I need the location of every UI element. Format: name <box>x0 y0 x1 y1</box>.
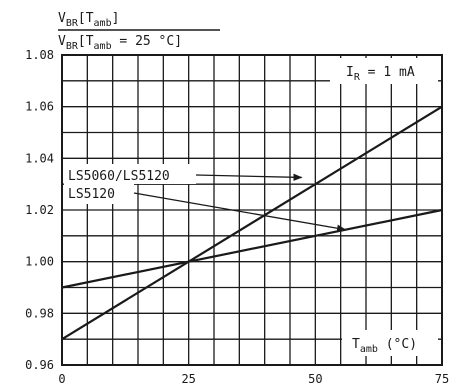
condition-rest: = 1 mA <box>360 65 415 80</box>
y-tick-label: 1.00 <box>25 255 54 269</box>
y-tick-label: 0.96 <box>25 358 54 372</box>
y-tick-label: 0.98 <box>25 306 54 320</box>
grid <box>62 55 442 365</box>
plot-frame <box>61 54 443 366</box>
svg-text:VBR[Tamb]: VBR[Tamb] <box>58 11 119 29</box>
series-label-ls5060-ls5120: LS5060/LS5120 <box>68 169 170 184</box>
ylabel-numerator-rest-sub: amb <box>94 18 112 29</box>
x-tick-label: 75 <box>435 372 449 386</box>
xlabel-sub: amb <box>360 344 378 355</box>
x-axis-label-background <box>342 330 438 356</box>
series-label-arrow-1 <box>133 192 347 232</box>
ylabel-denominator-sub: BR <box>66 41 79 52</box>
condition-main: I <box>346 65 354 80</box>
svg-text:VBR[Tamb = 25 °C]: VBR[Tamb = 25 °C] <box>58 34 182 52</box>
series-label-background-1 <box>64 184 134 204</box>
x-axis-ticks: 0 25 50 75 <box>58 372 449 386</box>
series-label-arrow-0 <box>195 173 303 181</box>
y-tick-label: 1.06 <box>25 100 54 114</box>
ylabel-denominator-rest: [T <box>78 34 94 49</box>
ylabel-denominator-close: = 25 °C] <box>112 34 182 49</box>
y-axis-ticks: 0.96 0.98 1.00 1.02 1.04 1.06 1.08 <box>25 48 54 372</box>
condition-label-background <box>330 58 438 84</box>
series-label-arrows <box>133 173 347 232</box>
ylabel-numerator-close: ] <box>112 11 120 26</box>
y-tick-label: 1.04 <box>25 151 54 165</box>
x-tick-label: 25 <box>181 372 195 386</box>
series-line-1 <box>61 208 443 289</box>
xlabel-unit: (°C) <box>378 337 417 352</box>
y-tick-label: 1.02 <box>25 203 54 217</box>
y-tick-label: 1.08 <box>25 48 54 62</box>
x-tick-label: 0 <box>58 372 65 386</box>
ylabel-numerator-rest: [T <box>78 11 94 26</box>
condition-sub: R <box>354 72 361 83</box>
x-tick-label: 50 <box>308 372 322 386</box>
xlabel-main: T <box>352 337 360 352</box>
condition-label: IR = 1 mA <box>346 65 415 83</box>
series-labels: LS5060/LS5120 LS5120 <box>64 164 196 204</box>
x-axis-label: Tamb (°C) <box>352 337 417 355</box>
ylabel-numerator-sub: BR <box>66 18 79 29</box>
series-label-ls5120: LS5120 <box>68 187 115 202</box>
series-line-0 <box>61 105 443 341</box>
series-lines <box>61 105 443 341</box>
ylabel-numerator-main: V <box>58 11 66 26</box>
y-axis-label: VBR[Tamb] VBR[Tamb = 25 °C] <box>58 11 220 52</box>
ylabel-denominator-rest-sub: amb <box>94 41 112 52</box>
ylabel-denominator-main: V <box>58 34 66 49</box>
series-label-background-0 <box>64 164 196 184</box>
